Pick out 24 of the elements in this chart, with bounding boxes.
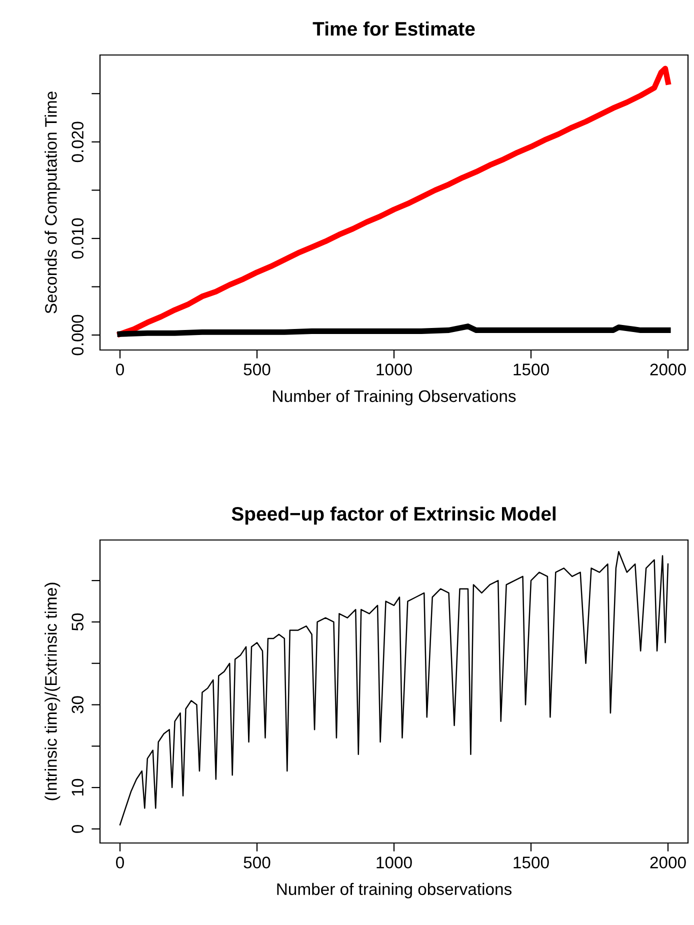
y-tick-label: 10: [72, 778, 84, 796]
y-axis-title: Seconds of Computation Time: [44, 92, 60, 314]
x-axis-title: Number of training observations: [277, 882, 512, 898]
x-tick-label: 500: [244, 856, 270, 868]
x-tick-label: 1500: [514, 364, 549, 376]
chart-title: Time for Estimate: [312, 21, 475, 36]
x-axis-title: Number of Training Observations: [273, 390, 516, 406]
x-tick-label: 0: [116, 364, 124, 376]
y-tick-label: 0.000: [72, 314, 84, 356]
line-series: [119, 550, 669, 826]
y-tick-label: 0.020: [72, 122, 84, 162]
x-tick-label: 2000: [650, 856, 686, 868]
x-tick-label: 2000: [650, 364, 686, 376]
y-tick-label: 0: [72, 824, 84, 833]
y-tick-label: 30: [72, 696, 84, 714]
x-tick-label: 1000: [376, 856, 412, 868]
x-tick-label: 500: [244, 364, 270, 376]
y-tick-label: 0.010: [72, 218, 84, 259]
x-tick-label: 1500: [514, 856, 549, 868]
chart-title: Speed−up factor of Extrinsic Model: [232, 506, 556, 525]
x-tick-label: 0: [116, 856, 124, 868]
y-tick-label: 50: [72, 613, 84, 631]
x-tick-label: 1000: [376, 364, 412, 376]
y-axis-title: (Intrinsic time)/(Extrinsic time): [44, 582, 60, 800]
